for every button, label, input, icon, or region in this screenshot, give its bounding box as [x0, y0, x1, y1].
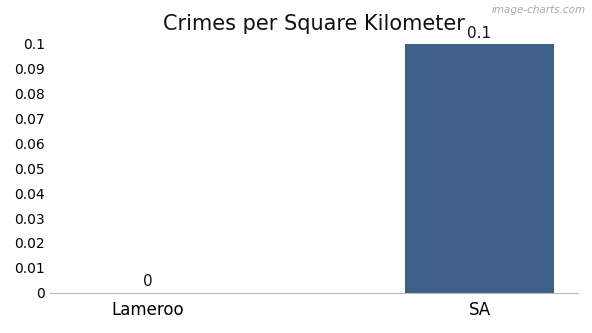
- Text: image-charts.com: image-charts.com: [492, 5, 586, 15]
- Text: 0: 0: [143, 274, 153, 289]
- Title: Crimes per Square Kilometer: Crimes per Square Kilometer: [163, 14, 465, 34]
- Text: 0.1: 0.1: [468, 26, 491, 41]
- Bar: [405, 44, 554, 293]
